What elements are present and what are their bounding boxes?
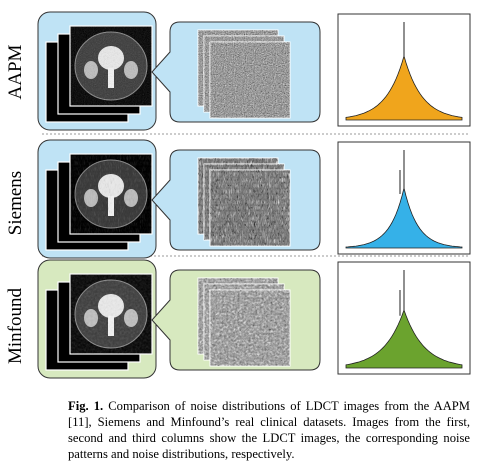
caption-text: Comparison of noise distributions of LDC… [68, 399, 470, 461]
noise-pattern [210, 42, 290, 118]
noise-distribution-curve [345, 54, 463, 121]
figure-graphics [37, 11, 471, 379]
noise-pattern [210, 290, 290, 366]
noise-pattern [210, 170, 290, 246]
ct-noise-overlay [70, 26, 152, 106]
figure: AAPM Siemens Minfound [5, 11, 471, 379]
row-minfound [37, 259, 471, 379]
caption-label: Fig. 1. [68, 399, 104, 413]
ct-noise-overlay [70, 274, 152, 354]
figure-caption: Fig. 1. Comparison of noise distribution… [68, 398, 470, 462]
noise-distribution-curve [345, 308, 463, 369]
noise-distribution-curve [345, 187, 463, 249]
row-siemens [37, 139, 471, 259]
ct-noise-overlay [70, 154, 152, 234]
row-aapm [37, 11, 471, 131]
